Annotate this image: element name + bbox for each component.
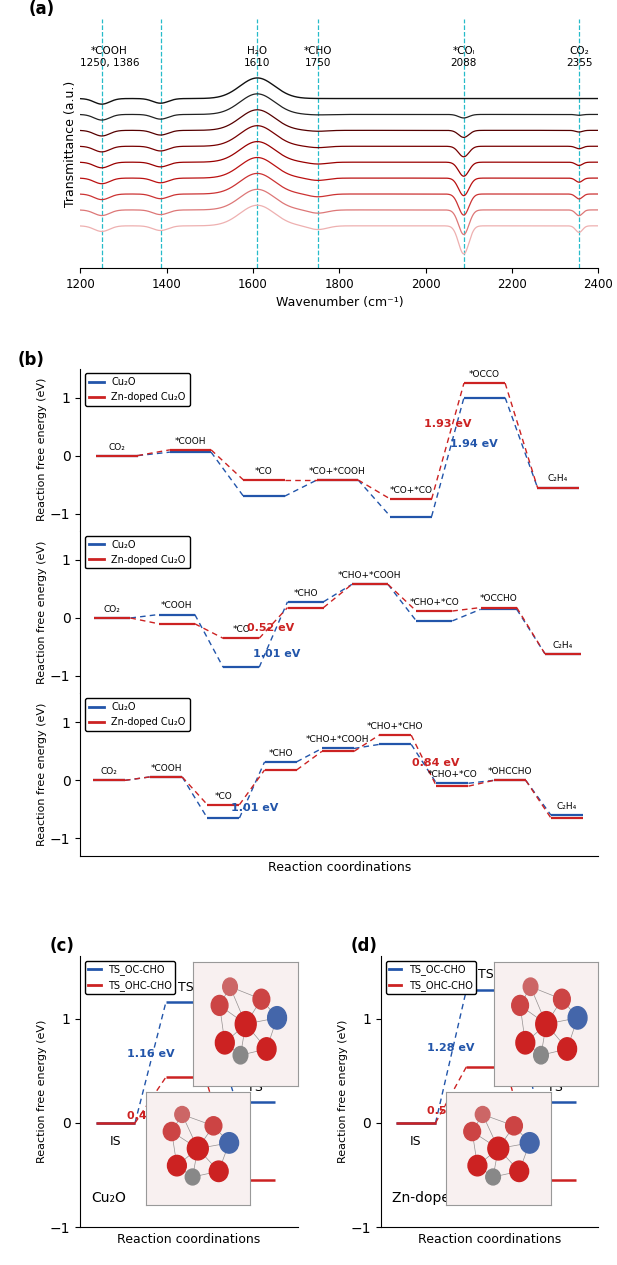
Text: (c): (c) <box>50 937 75 955</box>
Text: (a): (a) <box>28 0 54 18</box>
Text: 1.28 eV: 1.28 eV <box>427 1044 474 1054</box>
Text: *CO+*COOH: *CO+*COOH <box>309 467 366 476</box>
X-axis label: Reaction coordinations: Reaction coordinations <box>117 1232 261 1246</box>
Text: *CHO+*COOH: *CHO+*COOH <box>306 735 370 744</box>
Text: H₂O
1610: H₂O 1610 <box>244 46 270 67</box>
Text: *OHCCHO: *OHCCHO <box>487 768 532 777</box>
Text: (d): (d) <box>350 937 377 955</box>
Text: 1.01 eV: 1.01 eV <box>231 803 278 813</box>
Text: *CO: *CO <box>255 467 273 476</box>
Text: *CHO
1750: *CHO 1750 <box>304 46 332 67</box>
X-axis label: Wavenumber (cm⁻¹): Wavenumber (cm⁻¹) <box>276 296 403 309</box>
Text: IS: IS <box>410 1136 421 1149</box>
Text: *COOH: *COOH <box>161 601 193 611</box>
Text: *COOH
1250, 1386: *COOH 1250, 1386 <box>80 46 139 67</box>
Text: FS: FS <box>549 1080 564 1094</box>
Text: *OCCHO: *OCCHO <box>480 595 518 603</box>
Text: *CHO+*CO: *CHO+*CO <box>428 770 478 779</box>
Text: *CHO+*CHO: *CHO+*CHO <box>367 722 423 731</box>
Text: CO₂: CO₂ <box>109 443 125 452</box>
Text: 1.93 eV: 1.93 eV <box>424 419 471 429</box>
Legend: Cu₂O, Zn-doped Cu₂O: Cu₂O, Zn-doped Cu₂O <box>85 536 189 568</box>
Text: *COₗ
2088: *COₗ 2088 <box>450 46 477 67</box>
Text: *COOH: *COOH <box>151 764 182 773</box>
X-axis label: Reaction coordinations: Reaction coordinations <box>268 861 411 874</box>
Text: TS: TS <box>178 980 194 994</box>
Text: CO₂
2355: CO₂ 2355 <box>566 46 592 67</box>
Text: TS: TS <box>478 969 494 982</box>
Text: *CHO+*CO: *CHO+*CO <box>410 598 459 607</box>
Legend: TS_OC-CHO, TS_OHC-CHO: TS_OC-CHO, TS_OHC-CHO <box>386 961 476 994</box>
Text: *COOH: *COOH <box>175 436 206 445</box>
Text: C₂H₄: C₂H₄ <box>548 474 568 483</box>
Text: *CHO: *CHO <box>293 588 318 597</box>
Text: FS: FS <box>249 1080 263 1094</box>
Text: (b): (b) <box>18 352 45 369</box>
Text: Cu₂O: Cu₂O <box>91 1192 126 1206</box>
Text: 1.01 eV: 1.01 eV <box>253 649 300 659</box>
Text: CO₂: CO₂ <box>101 768 117 777</box>
Y-axis label: Reaction free energy (eV): Reaction free energy (eV) <box>37 540 48 684</box>
Y-axis label: Reaction free energy (eV): Reaction free energy (eV) <box>37 1020 48 1164</box>
Text: 0.52 eV: 0.52 eV <box>247 624 294 634</box>
Text: *CO+*CO: *CO+*CO <box>389 486 433 495</box>
Y-axis label: Reaction free energy (eV): Reaction free energy (eV) <box>337 1020 348 1164</box>
Legend: Cu₂O, Zn-doped Cu₂O: Cu₂O, Zn-doped Cu₂O <box>85 698 189 731</box>
Legend: TS_OC-CHO, TS_OHC-CHO: TS_OC-CHO, TS_OHC-CHO <box>85 961 175 994</box>
Text: 0.54 eV: 0.54 eV <box>428 1106 474 1116</box>
Text: *CHO: *CHO <box>268 749 293 758</box>
Text: *CO: *CO <box>215 792 232 801</box>
Text: Zn-doped Cu₂O: Zn-doped Cu₂O <box>392 1192 498 1206</box>
Text: CO₂: CO₂ <box>104 605 121 614</box>
Text: 0.44 eV: 0.44 eV <box>126 1111 174 1121</box>
Text: *CHO+*COOH: *CHO+*COOH <box>338 572 402 581</box>
Y-axis label: Reaction free energy (eV): Reaction free energy (eV) <box>37 703 48 846</box>
Text: C₂H₄: C₂H₄ <box>553 641 573 650</box>
Text: 1.94 eV: 1.94 eV <box>450 439 497 449</box>
Text: IS: IS <box>110 1136 121 1149</box>
Y-axis label: Transmittance (a.u.): Transmittance (a.u.) <box>64 81 77 206</box>
Text: *OCCO: *OCCO <box>469 371 500 380</box>
Legend: Cu₂O, Zn-doped Cu₂O: Cu₂O, Zn-doped Cu₂O <box>85 373 189 406</box>
Text: 1.16 eV: 1.16 eV <box>126 1050 174 1059</box>
Text: C₂H₄: C₂H₄ <box>557 802 577 811</box>
Y-axis label: Reaction free energy (eV): Reaction free energy (eV) <box>37 378 48 521</box>
Text: *CO: *CO <box>232 625 250 634</box>
Text: 0.84 eV: 0.84 eV <box>412 758 459 768</box>
X-axis label: Reaction coordinations: Reaction coordinations <box>418 1232 561 1246</box>
